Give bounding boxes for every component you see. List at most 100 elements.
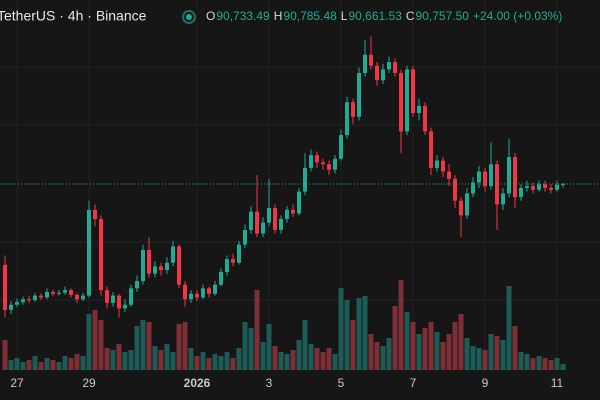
candle-body: [213, 284, 217, 294]
ohlc-value: 90,733.49: [216, 9, 270, 23]
volume-bar: [326, 348, 332, 370]
candle-body: [507, 156, 511, 194]
candle-body: [33, 295, 37, 300]
candle-body: [147, 250, 151, 274]
volume-bar: [170, 352, 176, 370]
volume-bar: [332, 354, 338, 370]
candle-body: [9, 304, 13, 310]
ohlc-value: 90,785.48: [283, 9, 337, 23]
volume-bar: [440, 342, 446, 370]
candle-body: [279, 218, 283, 230]
volume-bar: [152, 346, 158, 370]
volume-bar: [2, 340, 8, 370]
ohlc-value: 90,661.53: [348, 9, 402, 23]
candle-body: [99, 218, 103, 291]
candle-body: [441, 160, 445, 172]
candle-body: [477, 171, 481, 183]
x-tick-label: 7: [410, 376, 417, 390]
volume-bar: [476, 348, 482, 370]
x-tick-label: 5: [338, 376, 345, 390]
volume-bar: [524, 354, 530, 370]
volume-bar: [20, 362, 26, 370]
candle-body: [111, 295, 115, 303]
candle-body: [465, 193, 469, 216]
volume-bar: [482, 350, 488, 370]
volume-bar: [68, 358, 74, 370]
candle-body: [543, 184, 547, 188]
candle-body: [201, 288, 205, 298]
volume-bar: [404, 312, 410, 370]
candle-body: [333, 158, 337, 170]
volume-bar: [506, 286, 512, 370]
volume-bar: [356, 298, 362, 370]
volume-bar: [422, 328, 428, 370]
volume-bar: [296, 340, 302, 370]
candle-body: [531, 186, 535, 190]
candle-body: [417, 105, 421, 114]
candle-body: [69, 290, 73, 295]
candle-body: [261, 222, 265, 234]
volume-bar: [488, 334, 494, 370]
ohlc-label: H: [274, 9, 283, 23]
candle-body: [393, 62, 397, 73]
volume-bar: [134, 326, 140, 370]
candle-body: [339, 135, 343, 159]
volume-bar: [200, 352, 206, 370]
x-tick-label: 3: [266, 376, 273, 390]
candle-body: [243, 229, 247, 245]
candle-body: [231, 259, 235, 263]
volume-bar: [428, 322, 434, 370]
candle-body: [237, 244, 241, 263]
candle-body: [93, 209, 97, 219]
volume-bar: [62, 356, 68, 370]
candle-body: [489, 164, 493, 187]
volume-bar: [164, 344, 170, 370]
volume-bar: [98, 320, 104, 370]
candle-body: [369, 54, 373, 66]
candle-body: [165, 262, 169, 271]
candle-body: [315, 155, 319, 163]
volume-bar: [86, 314, 92, 370]
volume-bar: [206, 358, 212, 370]
volume-bar: [518, 352, 524, 370]
candle-body: [51, 291, 55, 294]
candle-body: [453, 178, 457, 201]
volume-bar: [272, 346, 278, 370]
volume-bar: [470, 346, 476, 370]
candle-body: [351, 102, 355, 117]
volume-bar: [494, 336, 500, 370]
candle-body: [411, 69, 415, 114]
volume-bar: [194, 356, 200, 370]
candle-body: [3, 264, 7, 310]
candle-body: [267, 208, 271, 223]
volume-bar: [410, 322, 416, 370]
candle-body: [87, 209, 91, 296]
candle-body: [561, 184, 565, 186]
candle-body: [189, 293, 193, 300]
volume-bar: [230, 358, 236, 370]
candle-body: [297, 191, 301, 214]
volume-bar: [320, 352, 326, 370]
candle-body: [105, 290, 109, 303]
candle-body: [249, 211, 253, 230]
candle-body: [39, 295, 43, 298]
candle-body: [447, 171, 451, 179]
candle-body: [471, 182, 475, 194]
change-value: +24.00 (+0.03%): [473, 9, 562, 23]
candle-body: [309, 155, 313, 168]
volume-bar: [176, 324, 182, 370]
candle-body: [549, 187, 553, 190]
volume-bar: [362, 296, 368, 370]
volume-bar: [446, 334, 452, 370]
header-legend: TetherUS · 4h · Binance O 90,733.49 H 90,78…: [0, 8, 562, 24]
candle-body: [195, 293, 199, 298]
volume-bar: [416, 334, 422, 370]
volume-bar: [278, 352, 284, 370]
candle-body: [183, 284, 187, 300]
volume-bar: [260, 342, 266, 370]
volume-bar: [56, 362, 62, 370]
volume-bar: [368, 334, 374, 370]
volume-bar: [308, 344, 314, 370]
candle-body: [75, 294, 79, 300]
volume-bar: [344, 300, 350, 370]
